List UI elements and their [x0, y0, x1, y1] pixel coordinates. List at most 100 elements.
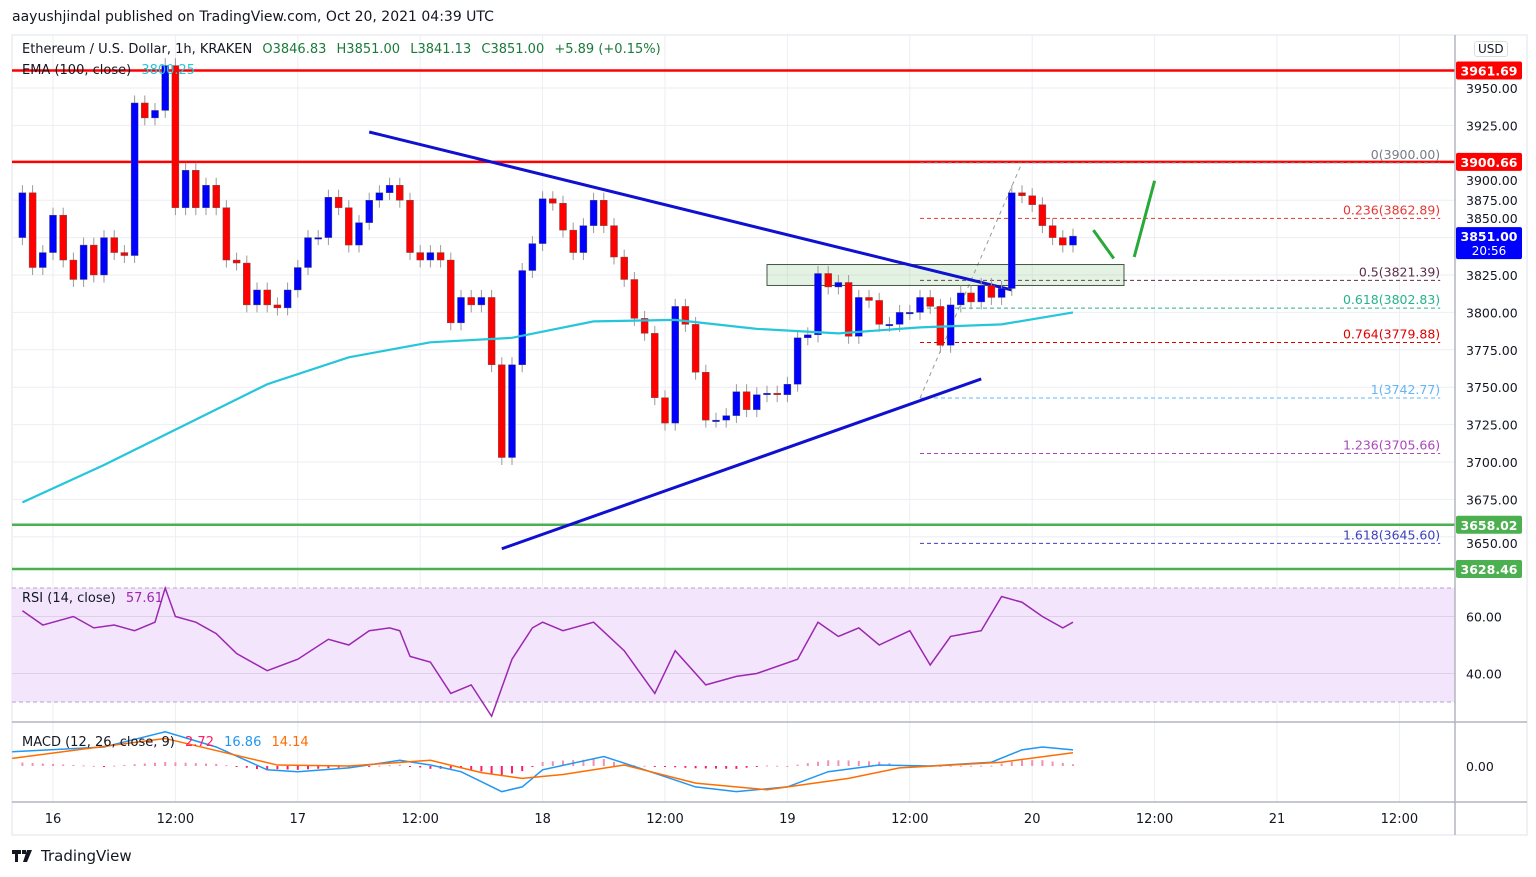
candle-up [355, 222, 363, 246]
candle-down [1018, 192, 1026, 196]
x-tick-label: 12:00 [646, 812, 683, 827]
candle-down [773, 392, 781, 395]
currency-button[interactable]: USD [1474, 41, 1508, 57]
macd-histogram-bar [113, 765, 116, 767]
candle-up [589, 199, 598, 226]
macd-histogram-bar [174, 762, 177, 766]
candle-up [885, 324, 894, 327]
candle-down [69, 259, 78, 280]
macd-histogram-bar [1072, 764, 1074, 766]
fib-level-label: 0.764(3779.88) [1343, 326, 1440, 341]
y-tick-label: 3750.00 [1466, 380, 1518, 395]
macd-histogram-bar [551, 761, 554, 766]
macd-histogram-bar [368, 766, 371, 767]
resistance-price-tag [1456, 61, 1522, 80]
macd-histogram-bar [725, 766, 728, 769]
candle-up [130, 102, 139, 256]
ema-value: 3800.25 [141, 63, 196, 78]
grid [11, 34, 1528, 836]
fib-level-label: 0.5(3821.39) [1359, 264, 1440, 279]
macd-histogram-bar [317, 766, 320, 769]
macd-histogram-bar [307, 766, 309, 770]
candle-up [477, 297, 486, 306]
candle-down [212, 185, 220, 208]
candle-down [549, 198, 557, 204]
candle-up [732, 391, 741, 416]
candles [18, 58, 1077, 465]
macd-histogram-bar [653, 766, 656, 767]
candle-up [753, 394, 761, 410]
macd-histogram-bar [266, 766, 269, 771]
candle-up [161, 65, 169, 111]
symbol-name: Ethereum / U.S. Dollar, 1h, KRAKEN [22, 42, 253, 57]
candle-up [375, 192, 384, 201]
macd-histogram-bar [745, 766, 748, 768]
candle-up [457, 297, 465, 324]
macd-histogram-bar [1000, 763, 1003, 766]
x-tick-label: 12:00 [401, 812, 438, 827]
macd-signal-line [12, 737, 1074, 791]
macd-histogram-bar [1031, 760, 1034, 766]
x-tick-label: 21 [1269, 812, 1286, 827]
macd-histogram-bar [276, 766, 279, 770]
rsi-legend[interactable]: RSI (14, close) 57.61 [22, 591, 163, 606]
x-tick-label: 12:00 [891, 812, 928, 827]
macd-histogram-bar [164, 762, 167, 766]
symbol-legend: Ethereum / U.S. Dollar, 1h, KRAKEN O3846… [22, 42, 661, 57]
candle-up [294, 267, 302, 291]
candle-up [538, 198, 547, 244]
macd-histogram-bar [970, 765, 972, 767]
macd-label: MACD (12, 26, close, 9) [22, 735, 175, 750]
y-tick-label: 3800.00 [1466, 305, 1518, 320]
ema-label: EMA (100, close) [22, 63, 132, 78]
candle-down [192, 170, 200, 208]
rsi-line [21, 585, 1074, 718]
macd-histogram-bar [286, 766, 289, 770]
candle-down [436, 252, 445, 261]
candle-up [906, 312, 914, 315]
macd-histogram-bar [674, 766, 677, 768]
macd-histogram-bar [582, 759, 585, 766]
support-price-tag [1456, 515, 1522, 534]
candle-up [855, 297, 863, 337]
candle-down [120, 252, 129, 256]
x-tick-label: 12:00 [1381, 812, 1418, 827]
x-tick-label: 19 [779, 812, 796, 827]
macd-histogram-bar [378, 765, 381, 767]
macd-legend[interactable]: MACD (12, 26, close, 9) 2.72 16.86 14.14 [22, 735, 309, 750]
macd-histogram-bar [143, 763, 146, 766]
macd-histogram-bar [959, 765, 962, 767]
candle-down [987, 285, 996, 298]
resistance-price-label: 3961.69 [1461, 64, 1518, 79]
support-price-tag [1456, 560, 1522, 579]
tradingview-logo[interactable]: TradingView [12, 847, 132, 865]
candle-down [487, 297, 496, 365]
macd-histogram-bar [184, 762, 187, 766]
macd-histogram-bar [500, 766, 503, 776]
support-price-label: 3658.02 [1461, 518, 1518, 533]
candle-down [396, 185, 404, 201]
y-tick-label: 3675.00 [1466, 492, 1518, 507]
macd-histogram-bar [490, 766, 493, 774]
fib-level-label: 0(3900.00) [1371, 147, 1440, 162]
candle-up [1008, 192, 1016, 289]
macd-histogram-bar [41, 763, 44, 766]
projection-arrow [1132, 180, 1157, 258]
macd-histogram-bar [868, 761, 870, 766]
candle-down [467, 297, 475, 306]
candle-up [385, 185, 394, 193]
rsi-value: 57.61 [125, 591, 164, 606]
macd-histogram-bar [602, 758, 605, 766]
macd-histogram-bar [419, 766, 422, 768]
macd-histogram-bar [52, 763, 54, 766]
macd-histogram-bar [327, 766, 330, 769]
macd-histogram-bar [480, 766, 483, 772]
macd-histogram-bar [1041, 760, 1044, 766]
ema-legend[interactable]: EMA (100, close) 3800.25 [22, 63, 195, 78]
support-price-label: 3628.46 [1461, 562, 1518, 577]
macd-histogram-bar [225, 765, 228, 767]
brand-name: TradingView [41, 847, 132, 865]
fib-level-label: 1.236(3705.66) [1343, 438, 1440, 453]
candle-up [518, 270, 526, 365]
